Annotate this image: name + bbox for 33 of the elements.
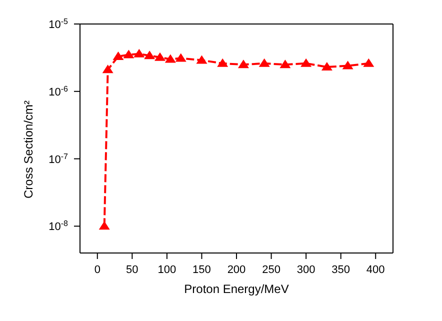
point — [321, 62, 332, 71]
point — [102, 64, 114, 74]
x-tick-label: 150 — [192, 264, 211, 276]
point — [123, 50, 134, 58]
x-tick-label: 100 — [158, 264, 176, 276]
point — [258, 58, 270, 67]
y-tick-label: 10$^{-6}$ — [48, 84, 69, 98]
point — [238, 60, 249, 68]
point — [164, 54, 176, 63]
y-axis-title: Cross Section/cm² — [21, 100, 36, 198]
x-tick-label: 300 — [296, 264, 316, 276]
x-tick-label: 250 — [262, 264, 280, 276]
x-tick-label: 200 — [227, 264, 246, 276]
point — [300, 58, 312, 67]
point — [280, 60, 291, 68]
point — [154, 52, 166, 61]
point — [342, 60, 354, 70]
point — [112, 51, 124, 60]
point — [196, 55, 208, 64]
point — [175, 53, 186, 62]
x-tick-label: 350 — [332, 264, 350, 276]
y-tick-label: 10$^{-5}$ — [48, 16, 69, 31]
x-axis-title: Proton Energy/MeV — [184, 282, 289, 296]
x-tick-label: 400 — [366, 264, 385, 276]
point — [363, 58, 374, 67]
point — [98, 221, 110, 230]
y-tick-label: 10$^{-8}$ — [48, 218, 69, 234]
point — [217, 58, 228, 67]
point — [144, 50, 156, 60]
x-tick-label: 50 — [126, 264, 138, 276]
y-tick-label: 10$^{-7}$ — [48, 151, 69, 166]
point — [134, 48, 145, 58]
x-tick-label: 0 — [94, 264, 100, 276]
